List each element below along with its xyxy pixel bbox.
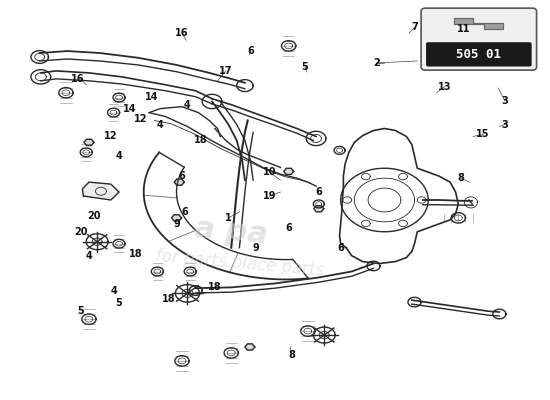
Polygon shape — [284, 168, 294, 174]
Text: 7: 7 — [411, 22, 418, 32]
Text: 9: 9 — [252, 243, 259, 253]
Text: a pa: a pa — [193, 214, 269, 250]
Text: 8: 8 — [458, 173, 465, 183]
Text: for parts place parts: for parts place parts — [155, 247, 324, 280]
FancyBboxPatch shape — [421, 8, 537, 70]
Text: 4: 4 — [184, 100, 191, 110]
Text: 6: 6 — [315, 187, 322, 197]
Text: 13: 13 — [438, 82, 452, 92]
Text: 19: 19 — [263, 191, 276, 201]
Text: 14: 14 — [123, 104, 137, 114]
Text: 3: 3 — [502, 96, 508, 106]
Text: 5: 5 — [78, 306, 84, 316]
Polygon shape — [174, 179, 184, 185]
Text: 4: 4 — [116, 151, 123, 161]
Text: 17: 17 — [219, 66, 233, 76]
Text: 12: 12 — [134, 114, 148, 124]
Text: 6: 6 — [337, 243, 344, 253]
Polygon shape — [245, 344, 255, 350]
Polygon shape — [84, 139, 94, 146]
Text: 4: 4 — [86, 251, 92, 261]
Text: 3: 3 — [502, 120, 508, 130]
Text: 505 01: 505 01 — [456, 48, 502, 61]
Text: 6: 6 — [179, 171, 185, 181]
Polygon shape — [314, 206, 324, 212]
Text: 18: 18 — [208, 282, 222, 292]
Text: 18: 18 — [194, 136, 208, 146]
Text: 18: 18 — [162, 294, 175, 304]
Polygon shape — [82, 182, 119, 200]
Text: 20: 20 — [74, 227, 87, 237]
Text: 12: 12 — [104, 132, 118, 142]
Text: 16: 16 — [72, 74, 85, 84]
Polygon shape — [454, 18, 503, 29]
Text: 6: 6 — [285, 223, 292, 233]
Text: 11: 11 — [457, 24, 471, 34]
FancyBboxPatch shape — [426, 42, 532, 66]
Polygon shape — [172, 215, 182, 221]
Text: 5: 5 — [302, 62, 309, 72]
Text: 6: 6 — [247, 46, 254, 56]
Text: 18: 18 — [129, 249, 142, 259]
Text: 14: 14 — [145, 92, 158, 102]
Text: 1: 1 — [225, 213, 232, 223]
Text: 16: 16 — [175, 28, 189, 38]
Text: 10: 10 — [263, 167, 276, 177]
Text: 2: 2 — [373, 58, 380, 68]
Text: 20: 20 — [87, 211, 101, 221]
Text: 8: 8 — [288, 350, 295, 360]
Text: 9: 9 — [173, 219, 180, 229]
Text: LAMBORGHINI: LAMBORGHINI — [411, 56, 489, 66]
Text: 5: 5 — [116, 298, 123, 308]
Text: 4: 4 — [110, 286, 117, 296]
Text: 4: 4 — [157, 120, 163, 130]
Text: 15: 15 — [476, 130, 490, 140]
Text: 6: 6 — [182, 207, 188, 217]
